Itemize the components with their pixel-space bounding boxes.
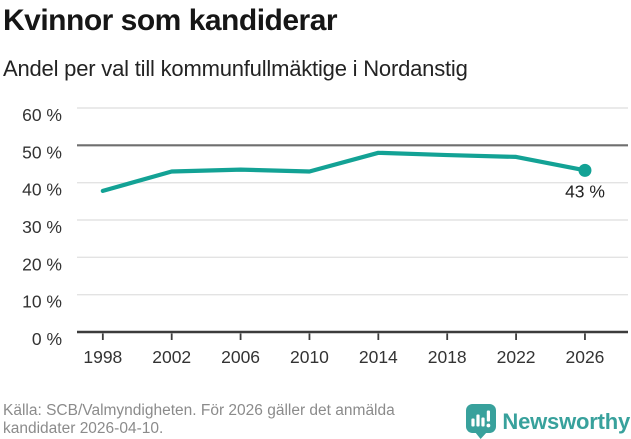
end-value-label: 43 % (565, 181, 605, 201)
line-chart: 1998 2002 2006 2010 2014 2018 2022 2026 0 % 10 % 2… (22, 105, 628, 367)
y-tick-label: 50 % (22, 142, 62, 162)
y-tick-label: 10 % (22, 292, 62, 312)
page-subtitle: Andel per val till kommunfullmäktige i N… (3, 56, 468, 81)
x-tick-label: 1998 (83, 347, 122, 367)
source-note: Källa: SCB/Valmyndigheten. För 2026 gäll… (3, 402, 395, 437)
brand-name: Newsworthy (502, 408, 630, 434)
x-tick-label: 2010 (290, 347, 329, 367)
brand-logo: Newsworthy (466, 404, 630, 439)
x-tick-label: 2026 (565, 347, 604, 367)
y-tick-label: 40 % (22, 180, 62, 200)
x-tick-label: 2018 (428, 347, 467, 367)
y-tick-label: 60 % (22, 105, 62, 125)
x-tick-label: 2022 (497, 347, 536, 367)
mini-bar-chart-glyph (471, 410, 491, 428)
page-title: Kvinnor som kandiderar (3, 4, 338, 37)
x-tick-label: 2006 (221, 347, 260, 367)
speech-bubble-shape (466, 404, 497, 439)
newsworthy-bubble-barchart-icon (466, 404, 497, 439)
x-tick-label: 2014 (359, 347, 398, 367)
series-line (100, 150, 588, 193)
series-end-dot (578, 163, 592, 177)
x-tick-label: 2002 (152, 347, 191, 367)
y-tick-label: 20 % (22, 254, 62, 274)
y-tick-label: 0 % (32, 329, 62, 349)
y-tick-label: 30 % (22, 217, 62, 237)
